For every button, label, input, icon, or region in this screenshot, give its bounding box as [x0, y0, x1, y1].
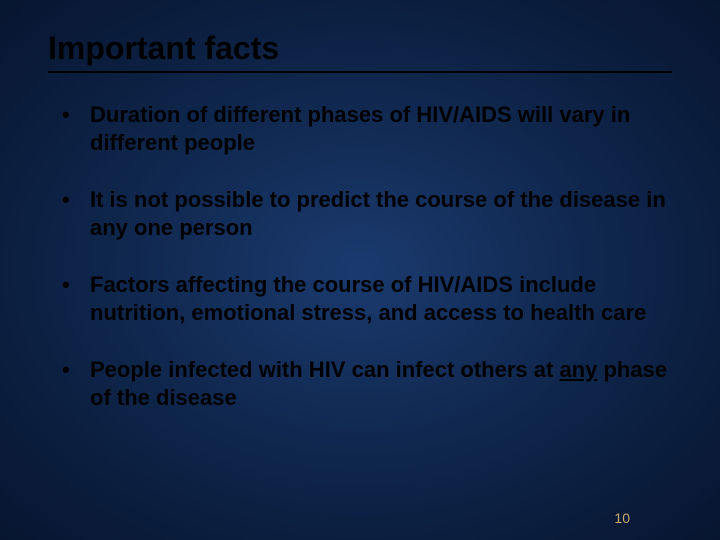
page-number: 10 — [614, 510, 630, 526]
slide: Important facts Duration of different ph… — [0, 0, 720, 540]
bullet-item: Duration of different phases of HIV/AIDS… — [62, 101, 672, 156]
bullet-list: Duration of different phases of HIV/AIDS… — [48, 101, 672, 411]
bullet-item: It is not possible to predict the course… — [62, 186, 672, 241]
bullet-item: Factors affecting the course of HIV/AIDS… — [62, 271, 672, 326]
title-underline — [48, 71, 672, 73]
bullet-item: People infected with HIV can infect othe… — [62, 356, 672, 411]
slide-title: Important facts — [48, 30, 672, 67]
